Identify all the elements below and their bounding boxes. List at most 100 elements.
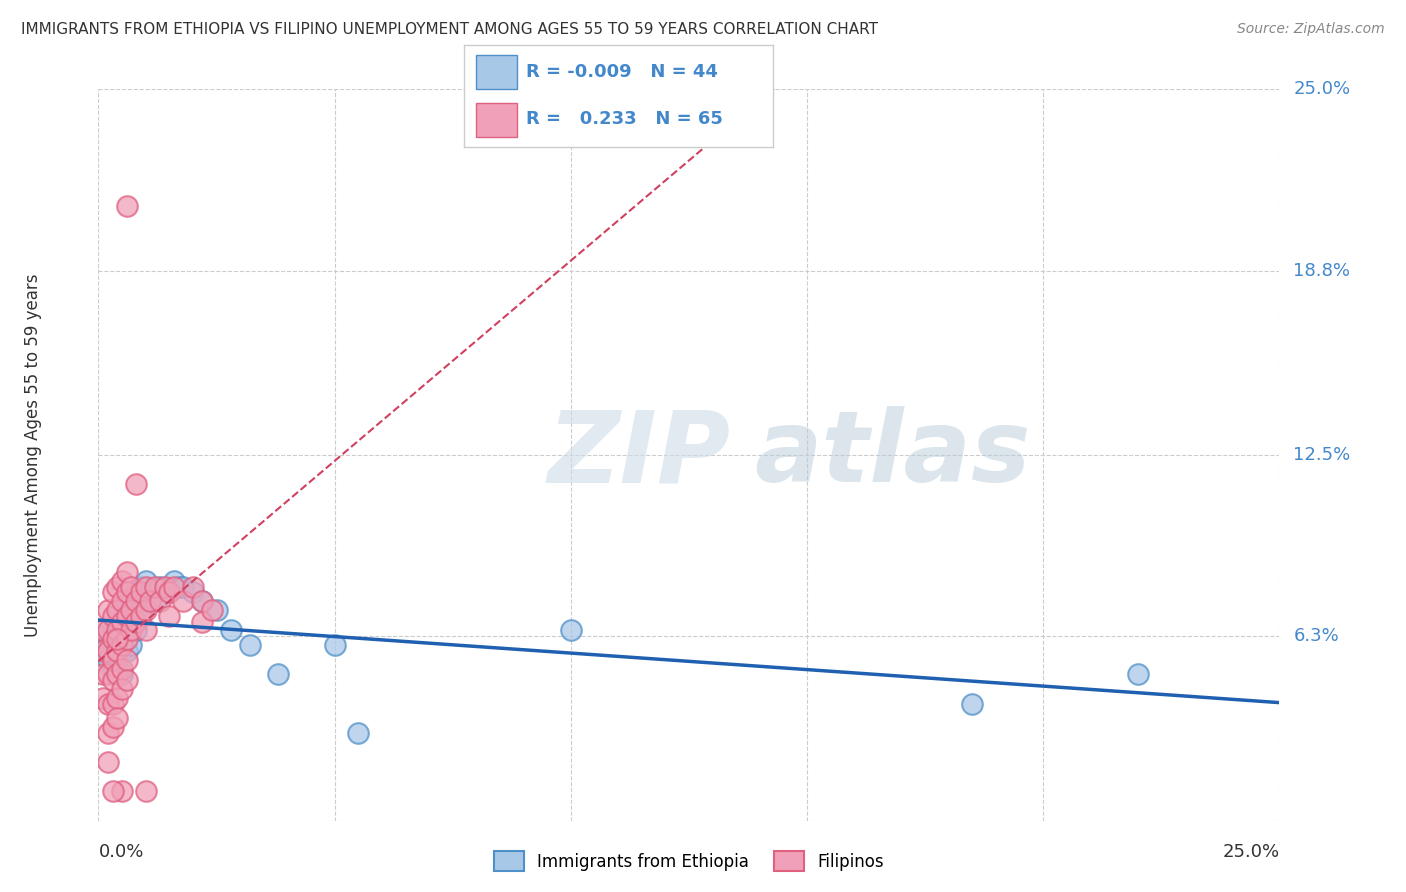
Point bbox=[163, 580, 186, 594]
Point bbox=[125, 585, 148, 599]
Point bbox=[105, 624, 128, 638]
Point bbox=[111, 784, 134, 798]
Bar bbox=[477, 55, 516, 88]
Point bbox=[205, 603, 228, 617]
Text: 6.3%: 6.3% bbox=[1294, 627, 1339, 645]
Point bbox=[172, 580, 194, 594]
Point bbox=[191, 615, 214, 629]
Point bbox=[97, 653, 120, 667]
Point bbox=[191, 594, 214, 608]
Point bbox=[125, 603, 148, 617]
Point bbox=[105, 615, 128, 629]
Point bbox=[101, 697, 124, 711]
Text: R =   0.233   N = 65: R = 0.233 N = 65 bbox=[526, 111, 723, 128]
Point bbox=[121, 594, 143, 608]
Text: 25.0%: 25.0% bbox=[1294, 80, 1351, 98]
Point bbox=[560, 624, 582, 638]
Point bbox=[115, 632, 138, 647]
Point bbox=[111, 615, 134, 629]
Point bbox=[115, 565, 138, 579]
Point bbox=[153, 580, 176, 594]
Point bbox=[323, 638, 346, 652]
Point bbox=[105, 603, 128, 617]
Point bbox=[121, 638, 143, 652]
Point bbox=[115, 624, 138, 638]
Point bbox=[105, 711, 128, 725]
Point bbox=[219, 624, 242, 638]
Point bbox=[163, 574, 186, 588]
Text: 18.8%: 18.8% bbox=[1294, 261, 1350, 279]
Point bbox=[139, 594, 162, 608]
Point bbox=[135, 594, 157, 608]
Point bbox=[267, 667, 290, 681]
Point bbox=[143, 594, 166, 608]
Point bbox=[115, 644, 138, 658]
Point bbox=[111, 667, 134, 681]
Point bbox=[111, 594, 134, 608]
Point bbox=[121, 580, 143, 594]
Point bbox=[157, 585, 180, 599]
Point bbox=[167, 580, 190, 594]
Point bbox=[115, 603, 138, 617]
Point bbox=[115, 585, 138, 599]
Point bbox=[129, 608, 152, 623]
Point bbox=[201, 603, 224, 617]
Point bbox=[101, 608, 124, 623]
Text: R = -0.009   N = 44: R = -0.009 N = 44 bbox=[526, 63, 717, 81]
Point bbox=[91, 667, 114, 681]
Point bbox=[149, 580, 172, 594]
Point bbox=[111, 644, 134, 658]
Point bbox=[111, 624, 134, 638]
Point bbox=[129, 585, 152, 599]
Point bbox=[135, 580, 157, 594]
Point bbox=[105, 632, 128, 647]
Point bbox=[111, 681, 134, 696]
Point bbox=[115, 199, 138, 213]
Text: atlas: atlas bbox=[754, 407, 1031, 503]
Point bbox=[143, 580, 166, 594]
Point bbox=[239, 638, 262, 652]
Point bbox=[121, 624, 143, 638]
Point bbox=[101, 784, 124, 798]
Point bbox=[115, 608, 138, 623]
Point bbox=[101, 632, 124, 647]
Point bbox=[105, 667, 128, 681]
Point bbox=[157, 585, 180, 599]
Point bbox=[121, 603, 143, 617]
Point bbox=[101, 585, 124, 599]
Point bbox=[347, 726, 370, 740]
Text: Source: ZipAtlas.com: Source: ZipAtlas.com bbox=[1237, 22, 1385, 37]
Point bbox=[115, 653, 138, 667]
Point bbox=[135, 784, 157, 798]
Point bbox=[105, 644, 128, 658]
Text: IMMIGRANTS FROM ETHIOPIA VS FILIPINO UNEMPLOYMENT AMONG AGES 55 TO 59 YEARS CORR: IMMIGRANTS FROM ETHIOPIA VS FILIPINO UNE… bbox=[21, 22, 879, 37]
Point bbox=[91, 690, 114, 705]
Point bbox=[101, 720, 124, 734]
Point bbox=[181, 580, 204, 594]
Point bbox=[101, 644, 124, 658]
Point bbox=[105, 580, 128, 594]
Point bbox=[97, 603, 120, 617]
Point bbox=[125, 477, 148, 491]
Point bbox=[97, 644, 120, 658]
Text: 0.0%: 0.0% bbox=[98, 843, 143, 861]
Point bbox=[111, 608, 134, 623]
Point bbox=[97, 667, 120, 681]
Point bbox=[135, 624, 157, 638]
Point bbox=[149, 594, 172, 608]
Text: ZIP: ZIP bbox=[547, 407, 730, 503]
Point bbox=[129, 580, 152, 594]
Point bbox=[191, 594, 214, 608]
Point bbox=[962, 697, 984, 711]
Point bbox=[97, 755, 120, 769]
Bar bbox=[477, 103, 516, 137]
Point bbox=[91, 629, 114, 643]
Point bbox=[125, 594, 148, 608]
Text: 12.5%: 12.5% bbox=[1294, 446, 1351, 464]
Point bbox=[91, 624, 114, 638]
Point bbox=[172, 594, 194, 608]
Point bbox=[157, 608, 180, 623]
Point bbox=[97, 638, 120, 652]
Point bbox=[111, 661, 134, 675]
Point bbox=[111, 574, 134, 588]
